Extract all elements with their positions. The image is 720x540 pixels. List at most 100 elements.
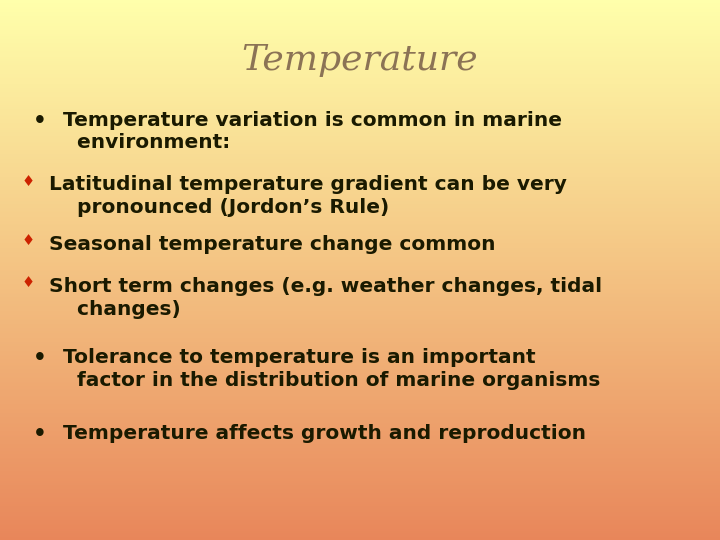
Bar [0, 440, 720, 442]
Bar [0, 184, 720, 185]
Bar [0, 243, 720, 244]
Bar [0, 354, 720, 355]
Bar [0, 100, 720, 102]
Bar [0, 406, 720, 408]
Bar [0, 501, 720, 502]
Bar [0, 162, 720, 163]
Bar [0, 156, 720, 157]
Bar [0, 329, 720, 330]
Bar [0, 301, 720, 302]
Bar [0, 357, 720, 359]
Bar [0, 443, 720, 444]
Bar [0, 362, 720, 363]
Text: •: • [32, 424, 47, 444]
Bar [0, 388, 720, 389]
Bar [0, 514, 720, 516]
Bar [0, 302, 720, 303]
Bar [0, 523, 720, 524]
Bar [0, 226, 720, 227]
Bar [0, 513, 720, 514]
Bar [0, 12, 720, 14]
Bar [0, 437, 720, 438]
Bar [0, 19, 720, 20]
Bar [0, 89, 720, 90]
Bar [0, 211, 720, 212]
Bar [0, 524, 720, 525]
Bar [0, 159, 720, 160]
Bar [0, 338, 720, 339]
Bar [0, 297, 720, 298]
Bar [0, 307, 720, 308]
Text: Temperature variation is common in marine
  environment:: Temperature variation is common in marin… [63, 111, 562, 152]
Bar [0, 336, 720, 338]
Bar [0, 130, 720, 131]
Bar [0, 68, 720, 69]
Bar [0, 393, 720, 394]
Bar [0, 105, 720, 106]
Text: Seasonal temperature change common: Seasonal temperature change common [49, 235, 495, 254]
Bar [0, 316, 720, 317]
Bar [0, 517, 720, 518]
Bar [0, 167, 720, 168]
Bar [0, 278, 720, 280]
Bar [0, 330, 720, 332]
Bar [0, 505, 720, 507]
Bar [0, 39, 720, 40]
Bar [0, 303, 720, 305]
Bar [0, 269, 720, 270]
Bar [0, 405, 720, 406]
Bar [0, 204, 720, 205]
Bar [0, 539, 720, 540]
Text: Temperature affects growth and reproduction: Temperature affects growth and reproduct… [63, 424, 586, 443]
Bar [0, 247, 720, 248]
Bar [0, 81, 720, 82]
Bar [0, 66, 720, 68]
Bar [0, 23, 720, 24]
Bar [0, 503, 720, 505]
Bar [0, 231, 720, 232]
Bar [0, 402, 720, 404]
Bar [0, 379, 720, 381]
Bar [0, 78, 720, 79]
Bar [0, 350, 720, 351]
Bar [0, 460, 720, 462]
Bar [0, 370, 720, 372]
Bar [0, 502, 720, 503]
Bar [0, 340, 720, 341]
Bar [0, 260, 720, 262]
Bar [0, 5, 720, 6]
Bar [0, 264, 720, 265]
Bar [0, 528, 720, 529]
Bar [0, 489, 720, 490]
Bar [0, 284, 720, 285]
Bar [0, 291, 720, 292]
Bar [0, 404, 720, 405]
Bar [0, 194, 720, 195]
Bar [0, 20, 720, 22]
Bar [0, 126, 720, 127]
Bar [0, 239, 720, 240]
Bar [0, 516, 720, 517]
Bar [0, 341, 720, 343]
Bar [0, 469, 720, 470]
Bar [0, 107, 720, 108]
Bar [0, 487, 720, 489]
Bar [0, 518, 720, 519]
Bar [0, 485, 720, 486]
Bar [0, 202, 720, 204]
Bar [0, 217, 720, 219]
Bar [0, 270, 720, 271]
Bar [0, 373, 720, 374]
Bar [0, 205, 720, 206]
Bar [0, 525, 720, 526]
Bar [0, 325, 720, 327]
Bar [0, 536, 720, 537]
Bar [0, 472, 720, 474]
Bar [0, 112, 720, 113]
Bar [0, 143, 720, 145]
Bar [0, 496, 720, 497]
Bar [0, 486, 720, 487]
Bar [0, 86, 720, 87]
Bar [0, 246, 720, 247]
Text: •: • [32, 111, 47, 131]
